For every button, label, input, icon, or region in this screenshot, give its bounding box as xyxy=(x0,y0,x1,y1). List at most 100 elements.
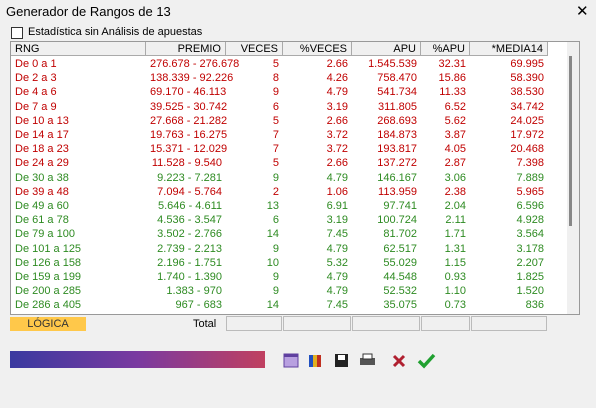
table-cell: 4.79 xyxy=(326,86,348,99)
table-cell: De 200 a 285 xyxy=(15,285,82,298)
table-cell: 32.31 xyxy=(438,58,466,70)
table-cell: 7.398 xyxy=(516,157,544,170)
table-cell: 2.66 xyxy=(326,114,348,127)
table-cell: 193.817 xyxy=(377,143,417,156)
table-cell: De 0 a 1 xyxy=(15,58,57,70)
table-cell: 5.32 xyxy=(326,256,348,269)
table-cell: De 79 a 100 xyxy=(15,228,75,241)
table-cell: 27.668 - 21.282 xyxy=(150,114,228,127)
table-cell: 2.739 - 2.213 xyxy=(157,242,222,255)
table-cell: 1.71 xyxy=(444,228,466,241)
table-cell: De 30 a 38 xyxy=(15,171,69,184)
table-cell: 4.536 - 3.547 xyxy=(157,214,222,227)
table-cell: 3.87 xyxy=(444,129,466,141)
table-cell: 19.763 - 16.275 xyxy=(150,129,228,141)
checkbox[interactable] xyxy=(11,27,23,39)
table-cell: De 126 a 158 xyxy=(15,256,82,269)
column-header[interactable]: %VECES xyxy=(283,42,352,56)
mode-label[interactable]: LÓGICA xyxy=(10,317,86,331)
cancel-icon[interactable] xyxy=(392,354,406,368)
table-cell: De 10 a 13 xyxy=(15,114,69,127)
table-cell: 2.38 xyxy=(444,185,466,198)
table-cell: 15.86 xyxy=(438,72,466,85)
save-icon[interactable] xyxy=(335,354,348,367)
table-cell: 2.11 xyxy=(445,214,466,227)
table-cell: 1.545.539 xyxy=(368,58,417,70)
table-cell: 24.025 xyxy=(510,114,544,127)
table-cell: 2.87 xyxy=(444,157,466,170)
table-cell: 184.873 xyxy=(377,129,417,141)
table-cell: 2.66 xyxy=(326,58,348,70)
table-cell: 0.73 xyxy=(444,299,466,312)
table-cell: 6.52 xyxy=(444,100,466,113)
table-cell: 44.548 xyxy=(383,271,417,283)
table-cell: 9 xyxy=(272,271,279,283)
table-cell: 138.339 - 92.226 xyxy=(150,72,234,85)
table-cell: 5 xyxy=(272,58,279,70)
table-cell: 1.06 xyxy=(326,185,348,198)
column-header[interactable]: %APU xyxy=(421,42,470,56)
total-box xyxy=(471,316,547,331)
column-header[interactable]: APU xyxy=(352,42,421,56)
table-cell: 8 xyxy=(272,72,279,85)
table-cell: 5 xyxy=(272,157,279,170)
table-cell: 14 xyxy=(266,228,279,241)
progress-bar xyxy=(10,351,265,368)
table-cell: 311.805 xyxy=(378,100,417,113)
table-cell: 4.79 xyxy=(326,285,348,298)
table-cell: 6.91 xyxy=(326,200,348,212)
checkbox-label: Estadística sin Análisis de apuestas xyxy=(28,26,203,38)
table-cell: De 39 a 48 xyxy=(15,185,69,198)
table-cell: 2.207 xyxy=(516,256,544,269)
table-cell: 69.170 - 46.113 xyxy=(150,86,227,99)
table-cell: 541.734 xyxy=(377,86,417,99)
table-cell: 9 xyxy=(272,86,279,99)
table-cell: 6 xyxy=(272,214,279,227)
table-cell: 836 xyxy=(525,299,544,312)
table-cell: 58.390 xyxy=(510,72,544,85)
table-cell: 5.965 xyxy=(516,185,544,198)
table-cell: 1.31 xyxy=(444,242,466,255)
column-header[interactable]: VECES xyxy=(226,42,283,56)
table-cell: 11.33 xyxy=(439,86,466,99)
table-cell: De 18 a 23 xyxy=(15,143,69,156)
total-label: Total xyxy=(193,318,217,330)
print-icon[interactable] xyxy=(360,353,375,365)
calendar-icon[interactable] xyxy=(283,353,299,368)
table-cell: 7.889 xyxy=(516,171,544,184)
table-cell: 81.702 xyxy=(383,228,417,241)
table-cell: 0.93 xyxy=(444,271,466,283)
table-cell: 14 xyxy=(266,299,279,312)
column-header[interactable]: *MEDIA14 xyxy=(470,42,548,56)
table-cell: De 286 a 405 xyxy=(15,299,82,312)
table-cell: 1.383 - 970 xyxy=(166,285,222,298)
close-button[interactable]: ✕ xyxy=(576,3,589,20)
table-cell: 2.196 - 1.751 xyxy=(157,256,222,269)
table-cell: 146.167 xyxy=(377,171,417,184)
table-cell: 4.79 xyxy=(326,171,348,184)
table-cell: De 14 a 17 xyxy=(15,129,69,141)
table-cell: 7.094 - 5.764 xyxy=(157,185,222,198)
table-cell: 55.029 xyxy=(383,256,417,269)
books-icon[interactable] xyxy=(309,355,321,367)
table-cell: 2 xyxy=(272,185,279,198)
table-cell: 7.45 xyxy=(326,228,348,241)
table-cell: 9 xyxy=(272,285,279,298)
table-cell: 5 xyxy=(272,114,279,127)
ok-icon[interactable] xyxy=(417,353,436,369)
total-box xyxy=(283,316,351,331)
table-cell: 4.05 xyxy=(444,143,466,156)
column-header[interactable]: RNG xyxy=(11,42,146,56)
column-header[interactable]: PREMIO xyxy=(146,42,226,56)
toolbar xyxy=(283,353,436,369)
table-cell: 7 xyxy=(272,143,279,156)
table-cell: 38.530 xyxy=(510,86,544,99)
table-cell: 62.517 xyxy=(383,242,417,255)
table-cell: 4.79 xyxy=(326,271,348,283)
table-cell: 100.724 xyxy=(377,214,417,227)
table-cell: 39.525 - 30.742 xyxy=(150,100,228,113)
table-cell: De 49 a 60 xyxy=(15,200,69,212)
scrollbar-thumb[interactable] xyxy=(569,56,572,226)
table-cell: 3.06 xyxy=(444,171,466,184)
